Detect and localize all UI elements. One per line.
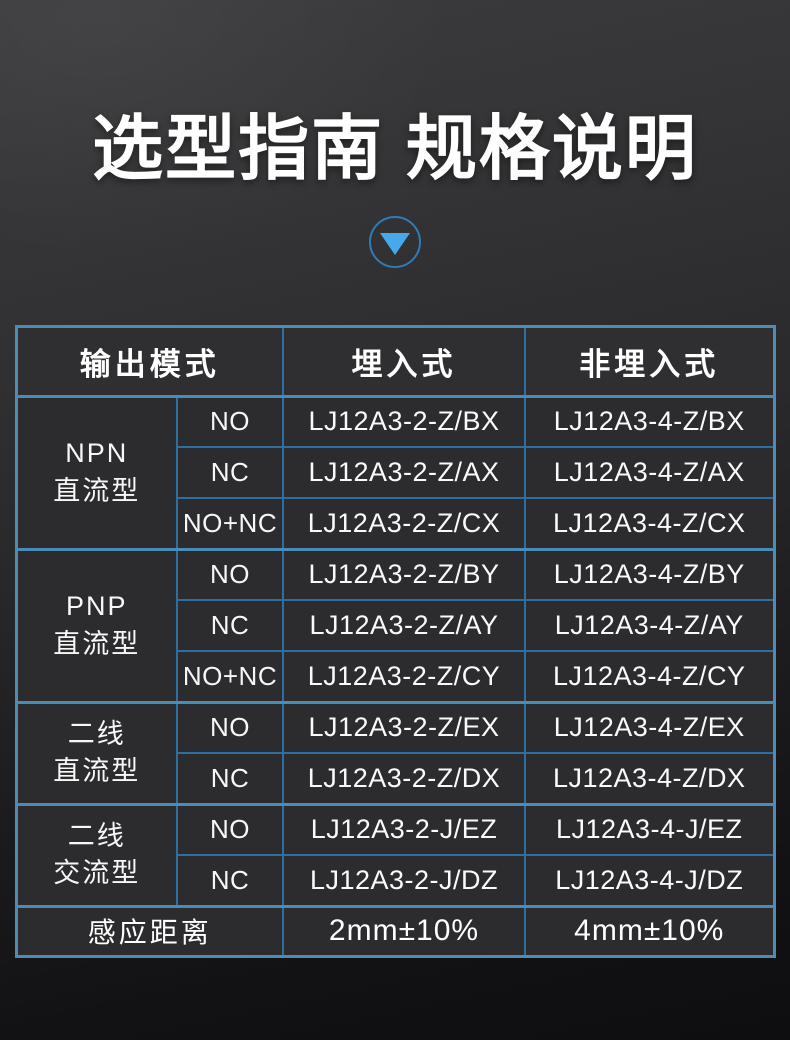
- category-cell-npn-dc: NPN 直流型: [15, 394, 178, 551]
- mode-cell: NO: [176, 802, 284, 857]
- model-cell-non-flush: LJ12A3-4-Z/CX: [524, 497, 775, 551]
- sensing-distance-row: 感应距离 2mm±10% 4mm±10%: [15, 904, 775, 958]
- category-cell-pnp-dc: PNP 直流型: [15, 547, 178, 704]
- sensing-distance-flush: 2mm±10%: [282, 904, 526, 958]
- category-line: 直流型: [53, 475, 141, 506]
- category-cell-twowire-ac: 二线 交流型: [15, 802, 178, 908]
- model-cell-flush: LJ12A3-2-Z/CX: [282, 497, 526, 551]
- model-cell-flush: LJ12A3-2-Z/EX: [282, 700, 526, 755]
- model-cell-non-flush: LJ12A3-4-Z/DX: [524, 752, 775, 806]
- col-header-non-flush: 非埋入式: [524, 325, 775, 398]
- table-row: 二线 交流型 NO LJ12A3-2-J/EZ LJ12A3-4-J/EZ: [15, 802, 775, 908]
- table-row: PNP 直流型 NO LJ12A3-2-Z/BY LJ12A3-4-Z/BY: [15, 547, 775, 704]
- spec-table: 输出模式 埋入式 非埋入式 NPN 直流型 NO LJ12A3-2-Z/BX L…: [14, 324, 776, 958]
- table-row: NPN 直流型 NO LJ12A3-2-Z/BX LJ12A3-4-Z/BX: [15, 394, 775, 551]
- mode-cell: NO+NC: [176, 650, 284, 704]
- sensing-distance-non-flush: 4mm±10%: [524, 904, 775, 958]
- model-cell-non-flush: LJ12A3-4-Z/AX: [524, 446, 775, 500]
- table-row: 二线 直流型 NO LJ12A3-2-Z/EX LJ12A3-4-Z/EX: [15, 700, 775, 806]
- category-line: 交流型: [53, 858, 141, 889]
- table-row: NO+NC LJ12A3-2-Z/CY LJ12A3-4-Z/CY: [16, 650, 775, 704]
- model-cell-flush: LJ12A3-2-Z/AY: [282, 599, 526, 653]
- model-cell-non-flush: LJ12A3-4-Z/BY: [524, 547, 775, 602]
- category-line: 二线: [67, 820, 126, 851]
- category-line: PNP: [65, 591, 128, 622]
- model-cell-non-flush: LJ12A3-4-Z/EX: [524, 700, 775, 755]
- mode-cell: NC: [176, 854, 284, 908]
- mode-cell: NC: [176, 599, 284, 653]
- model-cell-flush: LJ12A3-2-J/DZ: [282, 854, 526, 908]
- model-cell-non-flush: LJ12A3-4-Z/AY: [524, 599, 775, 653]
- header-row: 输出模式 埋入式 非埋入式: [15, 325, 775, 398]
- mode-cell: NO: [176, 700, 284, 755]
- model-cell-flush: LJ12A3-2-Z/BY: [282, 547, 526, 602]
- category-line: NPN: [65, 438, 129, 469]
- mode-cell: NO+NC: [176, 497, 284, 551]
- mode-cell: NO: [176, 394, 284, 449]
- model-cell-flush: LJ12A3-2-Z/CY: [282, 650, 526, 704]
- col-header-output-mode: 输出模式: [15, 325, 284, 398]
- table-row: NO+NC LJ12A3-2-Z/CX LJ12A3-4-Z/CX: [16, 497, 775, 551]
- category-line: 直流型: [53, 756, 141, 787]
- sensing-distance-label: 感应距离: [15, 904, 284, 958]
- col-header-flush: 埋入式: [282, 325, 526, 398]
- model-cell-non-flush: LJ12A3-4-J/EZ: [524, 802, 775, 857]
- model-cell-non-flush: LJ12A3-4-Z/BX: [524, 394, 775, 449]
- table-row: NC LJ12A3-2-Z/AY LJ12A3-4-Z/AY: [16, 599, 775, 653]
- category-cell-twowire-dc: 二线 直流型: [15, 700, 178, 806]
- table-row: NC LJ12A3-2-Z/DX LJ12A3-4-Z/DX: [16, 752, 775, 806]
- arrow-down-icon: [380, 233, 410, 256]
- model-cell-non-flush: LJ12A3-4-Z/CY: [524, 650, 775, 704]
- category-line: 直流型: [53, 628, 141, 659]
- scroll-down-indicator[interactable]: [369, 215, 421, 268]
- model-cell-flush: LJ12A3-2-Z/AX: [282, 446, 526, 500]
- table-row: NC LJ12A3-2-Z/AX LJ12A3-4-Z/AX: [16, 446, 775, 500]
- model-cell-flush: LJ12A3-2-Z/BX: [282, 394, 526, 449]
- mode-cell: NC: [176, 446, 284, 500]
- mode-cell: NC: [176, 752, 284, 806]
- page-title: 选型指南 规格说明: [92, 110, 698, 189]
- category-line: 二线: [67, 718, 126, 749]
- model-cell-flush: LJ12A3-2-Z/DX: [282, 752, 526, 806]
- model-cell-non-flush: LJ12A3-4-J/DZ: [524, 854, 775, 908]
- table-row: NC LJ12A3-2-J/DZ LJ12A3-4-J/DZ: [16, 854, 775, 908]
- mode-cell: NO: [176, 547, 284, 602]
- model-cell-flush: LJ12A3-2-J/EZ: [282, 802, 526, 857]
